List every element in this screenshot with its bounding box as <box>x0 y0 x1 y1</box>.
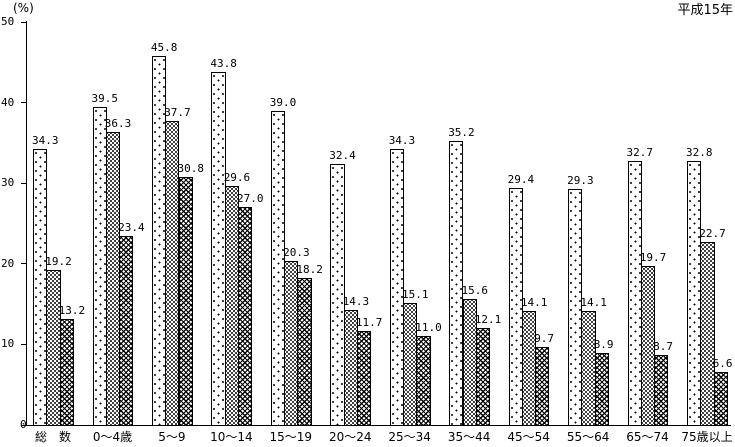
bar-value-label: 37.7 <box>164 106 191 120</box>
x-axis-category-label: 55〜64 <box>566 430 610 444</box>
bar-dense-dot-pattern <box>46 270 61 425</box>
bar-value-label: 19.7 <box>639 251 667 265</box>
bar-crosshatch-pattern <box>416 336 431 425</box>
x-axis-category-label: 25〜34 <box>388 430 431 444</box>
bar-crosshatch-pattern <box>713 371 728 425</box>
bar-value-label: 23.4 <box>118 221 145 235</box>
bar-value-label: 14.1 <box>520 296 548 310</box>
bar-value-label: 29.3 <box>567 173 594 187</box>
x-axis-category-label: 75歳以上 <box>681 430 733 444</box>
bar-sparse-dot-pattern <box>270 110 286 425</box>
bar-value-label: 35.2 <box>448 126 475 140</box>
bar-sparse-dot-pattern <box>449 141 464 425</box>
bar-value-label: 12.1 <box>474 312 502 326</box>
y-axis-tick <box>21 21 26 23</box>
bar-value-label: 34.3 <box>32 133 59 147</box>
bar-dense-dot-pattern <box>581 311 596 425</box>
bar-value-label: 11.0 <box>415 321 442 335</box>
bar-sparse-dot-pattern <box>92 106 107 425</box>
bar-value-label: 6.6 <box>712 356 733 370</box>
bar-dense-dot-pattern <box>700 242 715 425</box>
y-axis-tick-label: 20 <box>1 256 15 270</box>
bar-value-label: 15.6 <box>461 284 489 298</box>
year-annotation: 平成15年 <box>677 3 733 18</box>
x-axis-category-label: 15〜19 <box>269 430 313 444</box>
x-axis-line <box>26 425 731 426</box>
x-axis-category-label: 35〜44 <box>447 430 491 444</box>
bar-crosshatch-pattern <box>594 353 609 425</box>
x-axis-category-label: 45〜54 <box>507 430 550 444</box>
y-axis-tick <box>21 263 26 265</box>
x-axis-category-label: 総 数 <box>34 430 71 444</box>
bar-value-label: 32.7 <box>626 146 654 160</box>
bar-value-label: 29.4 <box>507 173 535 186</box>
y-axis-tick <box>21 424 26 426</box>
bar-value-label: 43.8 <box>210 57 237 70</box>
bar-crosshatch-pattern <box>238 207 253 425</box>
bar-value-label: 32.4 <box>329 148 356 162</box>
bar-sparse-dot-pattern <box>568 188 583 425</box>
y-axis-tick-label: 40 <box>1 95 15 109</box>
bar-value-label: 39.5 <box>91 91 119 105</box>
bar-value-label: 14.3 <box>342 294 370 308</box>
bar-value-label: 36.3 <box>104 117 132 131</box>
y-axis-tick <box>21 182 26 184</box>
bar-sparse-dot-pattern <box>508 188 523 425</box>
y-axis-tick-label: 30 <box>1 176 15 190</box>
bar-crosshatch-pattern <box>475 327 491 425</box>
bar-value-label: 19.2 <box>45 255 72 269</box>
bar-crosshatch-pattern <box>119 236 134 425</box>
bar-sparse-dot-pattern <box>33 148 48 425</box>
y-axis-tick-label: 0 <box>20 418 27 431</box>
bar-crosshatch-pattern <box>535 346 550 425</box>
bar-crosshatch-pattern <box>59 318 74 425</box>
bar-value-label: 15.1 <box>402 288 429 302</box>
bar-dense-dot-pattern <box>640 266 656 425</box>
y-axis-line <box>26 21 27 425</box>
bar-value-label: 9.7 <box>534 331 555 345</box>
bar-sparse-dot-pattern <box>687 160 702 425</box>
bar-value-label: 45.8 <box>150 40 178 54</box>
bar-sparse-dot-pattern <box>389 148 404 425</box>
y-axis-tick-label: 10 <box>1 337 15 351</box>
y-axis-tick <box>21 102 26 104</box>
bar-sparse-dot-pattern <box>211 72 226 425</box>
bar-value-label: 8.7 <box>653 339 673 353</box>
bar-value-label: 34.3 <box>388 133 416 147</box>
x-axis-category-label: 20〜24 <box>329 430 372 444</box>
bar-crosshatch-pattern <box>654 354 669 425</box>
bar-crosshatch-pattern <box>356 330 372 425</box>
bar-crosshatch-pattern <box>297 278 312 425</box>
bar-dense-dot-pattern <box>521 311 537 425</box>
bar-sparse-dot-pattern <box>627 161 642 425</box>
bar-crosshatch-pattern <box>178 176 193 425</box>
bar-value-label: 13.2 <box>58 303 86 317</box>
y-axis-tick-label: 50 <box>1 15 15 28</box>
y-axis-unit-label: (%) <box>13 1 34 15</box>
bar-value-label: 29.6 <box>223 171 251 185</box>
x-axis-category-label: 65〜74 <box>626 430 669 444</box>
bar-value-label: 20.3 <box>283 246 310 260</box>
x-axis-category-label: 0〜4歳 <box>92 430 133 444</box>
bar-value-label: 8.9 <box>593 338 614 352</box>
bar-value-label: 30.8 <box>177 161 205 175</box>
y-axis-tick <box>21 343 26 345</box>
bar-value-label: 32.8 <box>686 145 713 159</box>
x-axis-category-label: 10〜14 <box>210 430 253 444</box>
bar-sparse-dot-pattern <box>330 163 345 425</box>
bar-value-label: 22.7 <box>699 227 726 240</box>
bar-value-label: 11.7 <box>355 315 383 329</box>
bar-value-label: 14.1 <box>580 296 607 310</box>
x-axis-category-label: 5〜9 <box>158 430 186 444</box>
bar-dense-dot-pattern <box>284 261 299 425</box>
bar-dense-dot-pattern <box>224 186 239 425</box>
bar-value-label: 27.0 <box>237 192 264 206</box>
bar-value-label: 39.0 <box>269 95 297 109</box>
bar-dense-dot-pattern <box>105 132 121 425</box>
bar-value-label: 18.2 <box>296 263 323 277</box>
